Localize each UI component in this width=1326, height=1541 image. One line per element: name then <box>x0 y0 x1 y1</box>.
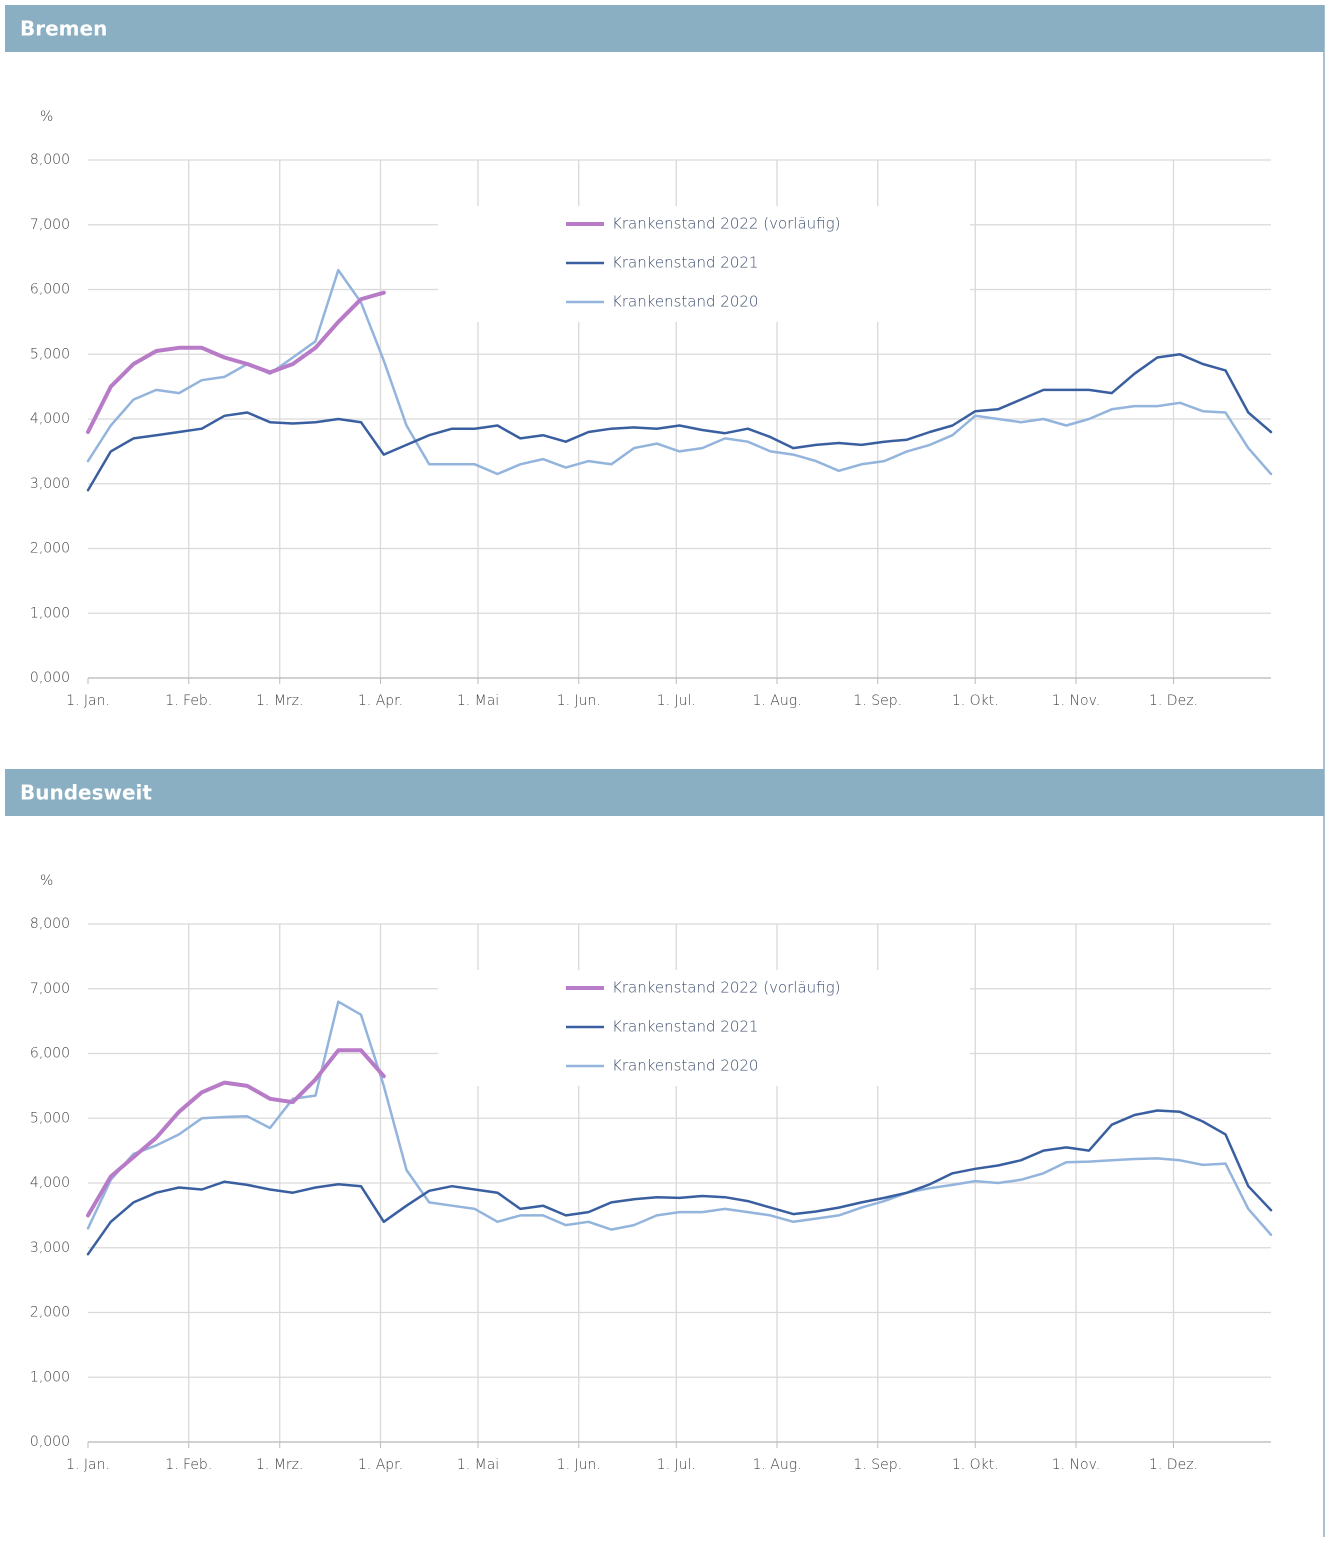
y-tick-label: 1,000 <box>30 605 70 621</box>
legend-box <box>438 970 970 1086</box>
y-tick-label: 8,000 <box>30 916 70 932</box>
x-tick-label: 1. Jan. <box>66 1457 110 1473</box>
y-tick-label: 6,000 <box>30 282 70 298</box>
x-tick-label: 1. Mai <box>457 693 499 709</box>
x-tick-label: 1. Aug. <box>752 1457 801 1473</box>
x-tick-label: 1. Feb. <box>165 693 212 709</box>
x-tick-label: 1. Jul. <box>657 693 696 709</box>
legend-box <box>438 206 970 322</box>
x-tick-label: 1. Dez. <box>1149 1457 1198 1473</box>
series-line <box>86 1048 386 1218</box>
x-tick-label: 1. Mrz. <box>256 693 303 709</box>
y-tick-label: 8,000 <box>30 152 70 168</box>
x-tick-label: 1. Mrz. <box>256 1457 303 1473</box>
x-tick-label: 1. Dez. <box>1149 693 1198 709</box>
legend-label: Krankenstand 2022 (vorläufig) <box>612 979 840 997</box>
y-tick-label: 5,000 <box>30 1110 70 1126</box>
y-tick-label: 6,000 <box>30 1046 70 1062</box>
y-tick-label: 0,000 <box>30 1434 70 1450</box>
x-tick-label: 1. Jan. <box>66 693 110 709</box>
section-title: Bremen <box>20 17 107 41</box>
x-tick-label: 1. Aug. <box>752 693 801 709</box>
x-tick-label: 1. Jun. <box>557 1457 601 1473</box>
series-line <box>86 290 386 434</box>
section-title: Bundesweit <box>20 781 152 805</box>
x-tick-label: 1. Okt. <box>952 693 999 709</box>
y-tick-label: 2,000 <box>30 541 70 557</box>
x-tick-label: 1. Apr. <box>358 1457 403 1473</box>
x-tick-label: 1. Feb. <box>165 1457 212 1473</box>
legend-label: Krankenstand 2022 (vorläufig) <box>612 215 840 233</box>
series-line <box>86 353 1273 492</box>
y-tick-label: 3,000 <box>30 1240 70 1256</box>
x-tick-label: 1. Sep. <box>853 1457 902 1473</box>
y-tick-label: 7,000 <box>30 981 70 997</box>
x-tick-label: 1. Nov. <box>1052 1457 1101 1473</box>
y-tick-label: 7,000 <box>30 217 70 233</box>
series-line <box>86 268 1273 476</box>
x-tick-label: 1. Apr. <box>358 693 403 709</box>
y-tick-label: 1,000 <box>30 1369 70 1385</box>
section-header <box>5 769 1324 816</box>
y-tick-label: 0,000 <box>30 670 70 686</box>
y-tick-label: 3,000 <box>30 476 70 492</box>
x-tick-label: 1. Sep. <box>853 693 902 709</box>
y-tick-label: 4,000 <box>30 411 70 427</box>
y-axis-label: % <box>40 109 53 125</box>
x-tick-label: 1. Jun. <box>557 693 601 709</box>
y-tick-label: 2,000 <box>30 1305 70 1321</box>
series-line <box>86 1000 1273 1237</box>
legend-label: Krankenstand 2021 <box>612 1018 758 1036</box>
y-tick-label: 4,000 <box>30 1175 70 1191</box>
legend-label: Krankenstand 2020 <box>612 293 758 311</box>
section-header <box>5 5 1324 52</box>
x-tick-label: 1. Mai <box>457 1457 499 1473</box>
x-tick-label: 1. Okt. <box>952 1457 999 1473</box>
y-axis-label: % <box>40 873 53 889</box>
y-tick-label: 5,000 <box>30 346 70 362</box>
x-tick-label: 1. Nov. <box>1052 693 1101 709</box>
x-tick-label: 1. Jul. <box>657 1457 696 1473</box>
legend-label: Krankenstand 2020 <box>612 1057 758 1075</box>
series-line <box>86 1109 1273 1256</box>
legend-label: Krankenstand 2021 <box>612 254 758 272</box>
